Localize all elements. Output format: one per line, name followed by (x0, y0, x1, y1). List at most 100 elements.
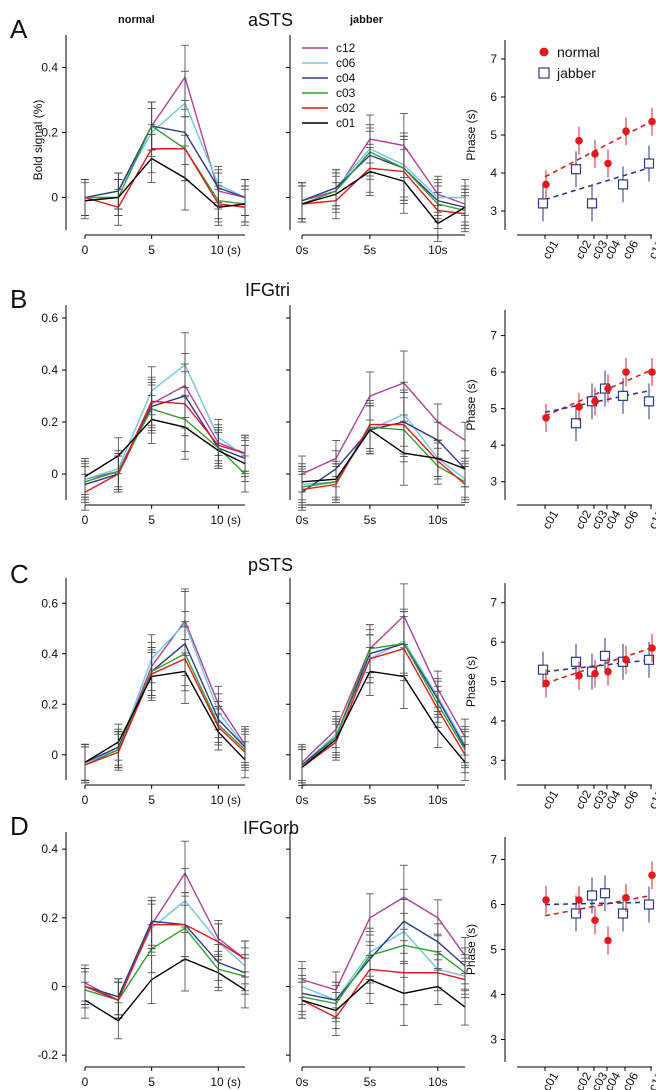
jabber-marker (570, 908, 582, 919)
phase-x-tick-label: c01 (539, 787, 561, 811)
phase-x-tick-label: c01 (539, 237, 561, 261)
x-tick-label: 0 (82, 513, 89, 527)
y-tick-label: 0.2 (41, 697, 58, 711)
y-tick-label: 0.6 (41, 311, 58, 325)
series-line-c01 (301, 428, 466, 483)
phase-y-tick-label: 5 (490, 402, 497, 416)
normal-marker (575, 136, 583, 145)
jabber-marker (643, 396, 655, 407)
phase-y-tick-label: 7 (490, 596, 497, 610)
normal-marker (648, 871, 656, 880)
series-line-c01 (301, 170, 466, 225)
jabber-marker (643, 158, 655, 169)
phase-x-tick-label: c04 (601, 507, 623, 531)
x-tick-label: 5s (364, 1075, 377, 1089)
x-tick-label: 5s (364, 243, 377, 257)
jabber-timecourse-b: 0s 5s 10s (286, 305, 469, 527)
y-tick-label: 0 (51, 979, 58, 993)
phase-y-tick-label: 7 (490, 52, 497, 66)
y-axis-label-phase: Phase (s) (464, 656, 478, 707)
x-tick-label: 0s (296, 513, 309, 527)
legend-label-c04: c04 (336, 71, 356, 85)
series-line-c12 (84, 619, 246, 763)
series-line-c04 (84, 920, 246, 998)
series-line-c03 (301, 944, 466, 1005)
series-line-c06 (301, 930, 466, 1002)
series-line-c02 (301, 968, 466, 1019)
series-line-c04 (84, 642, 246, 763)
normal-marker (604, 384, 612, 393)
region-title-c: pSTS (248, 555, 293, 575)
phase-y-tick-label: 6 (490, 365, 497, 379)
phase-y-tick-label: 5 (490, 128, 497, 142)
y-axis-label-phase: Phase (s) (464, 379, 478, 430)
series-line-c04 (301, 920, 466, 1001)
normal-marker (591, 397, 599, 406)
series-line-c02 (84, 657, 246, 766)
phase-x-tick-label: c06 (619, 237, 641, 261)
x-tick-label: 10 (s) (210, 243, 241, 257)
jabber-marker (537, 664, 549, 675)
normal-marker (591, 669, 599, 678)
fit-line-normal (544, 120, 652, 178)
x-tick-label: 5s (364, 793, 377, 807)
phase-legend: normal jabber (538, 44, 600, 81)
x-tick-label: 5 (148, 793, 155, 807)
normal-marker (542, 679, 550, 688)
series-line-c04 (301, 421, 466, 493)
x-tick-label: 10 (s) (210, 793, 241, 807)
jabber-marker (570, 164, 582, 175)
series-line-c12 (84, 871, 246, 1002)
normal-timecourse-b: 0 0.2 0.4 0.6 0 5 10 (s) (41, 305, 249, 527)
phase-x-tick-label: c01 (539, 1069, 561, 1090)
panel-letter-d: D (10, 811, 29, 841)
y-tick-label: 0.4 (41, 842, 58, 856)
fit-line-normal (544, 894, 652, 917)
x-tick-label: 5 (148, 1075, 155, 1089)
phase-x-tick-label: c06 (619, 507, 641, 531)
series-line-c01 (301, 978, 466, 1012)
y-axis-label-phase: Phase (s) (464, 109, 478, 160)
series-line-c04 (84, 125, 246, 199)
phase-y-tick-label: 7 (490, 853, 497, 867)
series-line-c12 (84, 75, 246, 199)
phase-x-tick-label: c06 (619, 1069, 641, 1090)
y-tick-label: 0.4 (41, 61, 58, 75)
phase-x-tick-label: c12 (645, 237, 656, 261)
series-line-c12 (301, 382, 466, 475)
phase-y-tick-label: 3 (490, 1033, 497, 1047)
series-line-c06 (84, 899, 246, 998)
series-line-c01 (84, 418, 246, 478)
series-line-c02 (301, 647, 466, 768)
fit-line-jabber (544, 166, 652, 201)
jabber-marker (586, 890, 598, 901)
jabber-timecourse-d: 0s 5s 10s (286, 832, 469, 1089)
jabber-marker (599, 650, 611, 661)
series-line-c03 (301, 642, 466, 768)
series-line-c03 (301, 151, 466, 212)
series-line-c06 (301, 640, 466, 766)
x-tick-label: 0 (82, 793, 89, 807)
normal-marker (622, 368, 630, 376)
jabber-timecourse-a: 0s 5s 10s (286, 35, 469, 257)
phase-y-tick-label: 7 (490, 329, 497, 343)
series-line-c12 (301, 614, 466, 763)
panel-letter-b: B (10, 284, 27, 314)
x-tick-label: 0 (82, 243, 89, 257)
x-tick-label: 10s (428, 243, 447, 257)
normal-marker (575, 671, 583, 680)
series-line-c02 (84, 400, 246, 493)
phase-x-tick-label: c04 (601, 787, 623, 811)
y-tick-label: 0.2 (41, 126, 58, 140)
series-line-c02 (301, 423, 466, 491)
normal-marker (575, 403, 583, 411)
region-title-a: aSTS (248, 10, 293, 30)
phase-y-tick-label: 5 (490, 675, 497, 689)
y-tick-label: 0.6 (41, 596, 58, 610)
series-line-c01 (84, 157, 246, 208)
